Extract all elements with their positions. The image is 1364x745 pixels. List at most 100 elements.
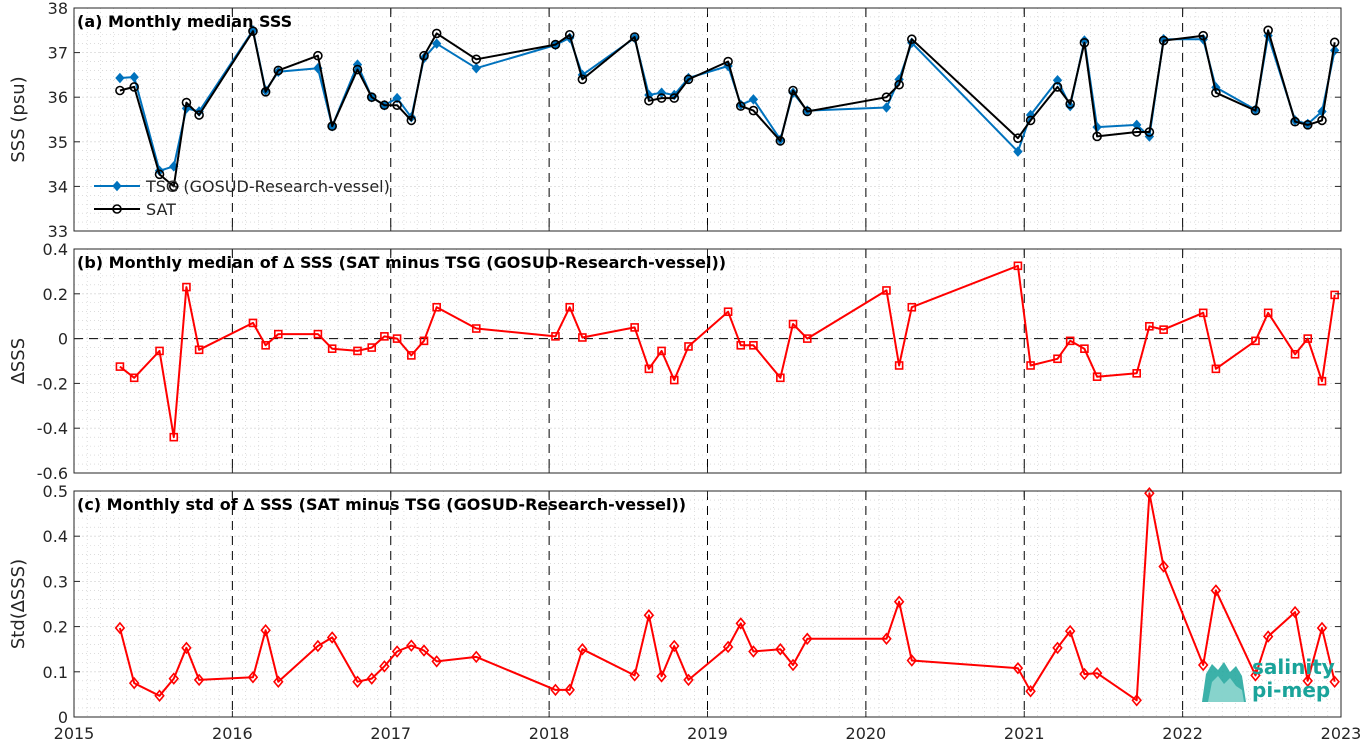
panel-2: -0.6 -0.4 -0.2 0 0.2 0.4 ∆SSS (b) Monthly media… <box>8 240 1342 483</box>
data-point <box>471 54 482 65</box>
data-point <box>260 87 271 97</box>
y-tick-label: 38 <box>48 0 68 18</box>
data-point <box>366 92 377 102</box>
data-point <box>1158 560 1169 573</box>
x-tick-label: 2015 <box>54 724 95 743</box>
data-point <box>194 110 204 120</box>
data-point <box>1329 675 1340 688</box>
data-point <box>1317 376 1327 386</box>
data-point <box>155 346 164 356</box>
data-point <box>748 645 759 658</box>
data-point <box>392 100 402 111</box>
data-point <box>1316 621 1328 635</box>
data-point <box>379 100 390 111</box>
data-point <box>1013 261 1023 271</box>
data-point <box>128 676 140 690</box>
data-point <box>115 362 125 371</box>
data-point <box>906 654 918 667</box>
data-point <box>669 375 679 385</box>
data-point <box>471 650 482 664</box>
grid <box>74 491 1341 717</box>
data-point <box>154 169 165 180</box>
data-point <box>407 351 416 360</box>
data-point <box>907 302 917 312</box>
data-point <box>366 672 377 685</box>
data-point <box>260 623 271 637</box>
data-point <box>1250 669 1261 682</box>
legend-label: SAT <box>146 200 176 219</box>
data-point <box>1197 658 1209 672</box>
data-point <box>367 343 377 352</box>
data-point <box>656 670 667 683</box>
legend-marker <box>112 180 122 192</box>
y-tick-label: 34 <box>48 177 68 196</box>
data-point <box>1092 131 1102 142</box>
y-tick-label: 36 <box>48 88 68 107</box>
y-tick-label: 0.5 <box>43 482 68 501</box>
data-point <box>629 669 640 682</box>
data-point <box>418 644 430 657</box>
data-point <box>1198 30 1209 41</box>
data-point <box>894 361 904 370</box>
y-tick-label: -0.4 <box>37 419 68 438</box>
data-point <box>326 631 338 644</box>
data-point <box>1012 661 1024 675</box>
data-point <box>431 655 442 668</box>
data-point <box>722 640 734 654</box>
data-point <box>181 97 192 108</box>
y-tick-label: -0.6 <box>37 464 68 483</box>
data-point <box>723 307 733 317</box>
salinity-pi-mep-logo: salinity pi-mep <box>1202 655 1335 702</box>
data-point <box>182 282 191 292</box>
data-point <box>1211 87 1221 98</box>
data-point <box>748 105 759 116</box>
data-point <box>327 121 337 131</box>
data-point <box>788 319 798 329</box>
data-point <box>1144 487 1155 500</box>
data-point <box>419 50 429 61</box>
data-point <box>1303 334 1313 343</box>
data-point <box>787 658 799 672</box>
data-point <box>392 334 402 343</box>
data-point <box>312 639 324 653</box>
y-tick-label: 35 <box>48 133 68 152</box>
data-point <box>775 642 786 656</box>
data-point <box>352 675 363 688</box>
data-point <box>313 50 323 61</box>
logo-wave-shade-icon <box>1208 676 1244 702</box>
panel-title: (b) Monthly median of ∆ SSS (SAT minus T… <box>77 253 726 272</box>
data-point <box>248 318 258 328</box>
data-point <box>1210 584 1222 597</box>
series-1 <box>114 487 1340 707</box>
data-point <box>129 71 139 83</box>
series-1 <box>115 261 1339 442</box>
data-point <box>564 683 575 697</box>
data-point <box>431 28 442 39</box>
panel-3: 0 0.1 0.2 0.3 0.4 0.5 Std(∆SSS) (c) Monthly std… <box>8 482 1342 727</box>
data-point <box>1302 674 1313 688</box>
data-point <box>193 673 205 687</box>
data-point <box>1144 127 1155 137</box>
x-tick-label: 2018 <box>529 724 570 743</box>
legend-label: TSG (GOSUD-Research-vessel) <box>145 177 390 196</box>
data-point <box>630 323 639 332</box>
data-point <box>273 65 284 76</box>
y-axis-label: SSS (psu) <box>8 76 29 162</box>
panel-title: (a) Monthly median SSS <box>77 12 292 31</box>
x-tick-label: 2021 <box>1004 724 1045 743</box>
data-point <box>181 641 192 655</box>
series-line <box>119 264 1336 439</box>
data-point <box>656 93 667 103</box>
data-point <box>380 332 389 341</box>
data-point <box>881 632 892 646</box>
y-tick-label: 0 <box>58 330 68 349</box>
data-point <box>1013 146 1023 157</box>
data-point <box>881 92 892 102</box>
data-point <box>748 94 759 105</box>
panel-1: 33 34 35 36 37 38 SSS (psu) (a) Monthly median … <box>8 0 1342 241</box>
data-point <box>1053 354 1062 364</box>
y-tick-label: 0.1 <box>43 663 68 682</box>
data-point <box>1290 349 1300 359</box>
data-point <box>1329 37 1340 48</box>
data-point <box>881 102 892 113</box>
